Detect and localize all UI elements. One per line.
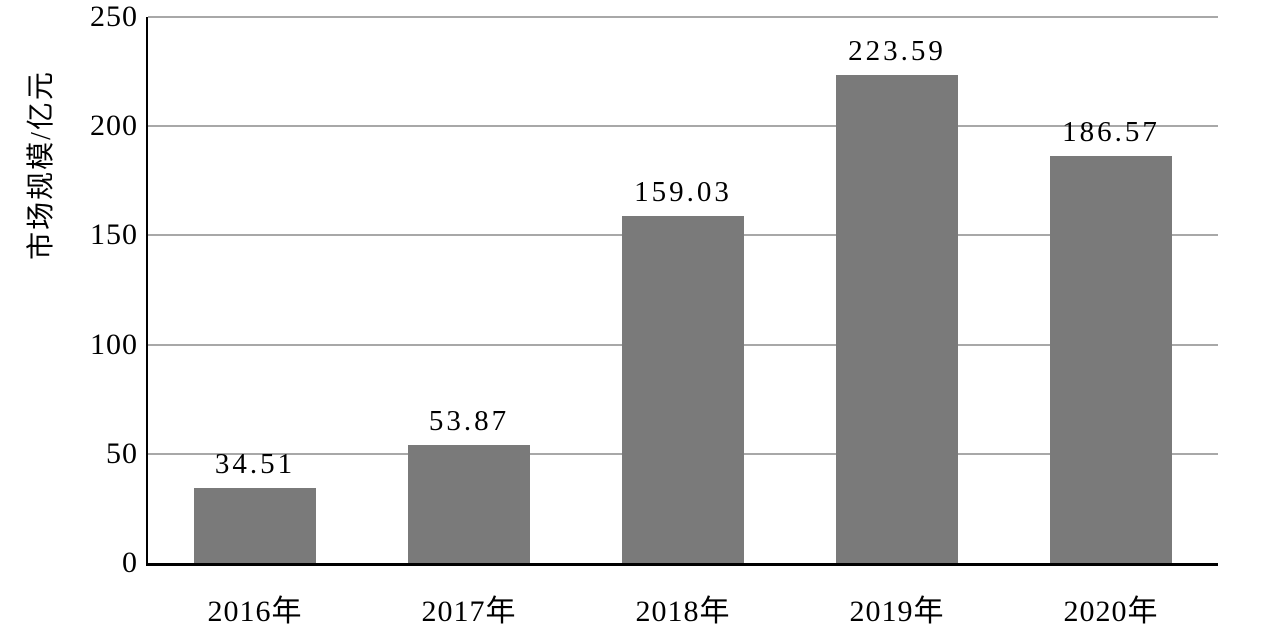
y-tick-label-100: 100: [90, 327, 138, 361]
bar-value-label-2017年: 53.87: [428, 405, 510, 438]
x-axis-label-2016年: 2016年: [207, 595, 303, 628]
y-tick-label-200: 200: [90, 109, 138, 143]
x-axis-label-2019年: 2019年: [849, 595, 945, 628]
bar-2019年: [836, 74, 958, 563]
bar-value-label-2016年: 34.51: [214, 447, 296, 480]
bar-2018年: [622, 215, 744, 563]
gridline-200: [148, 125, 1218, 128]
y-tick-label-250: 250: [90, 0, 138, 33]
y-axis-title: 市场规模/亿元: [26, 70, 57, 260]
x-axis-label-2017年: 2017年: [421, 595, 517, 628]
x-axis-label-2018年: 2018年: [635, 595, 731, 628]
bar-2016年: [194, 487, 316, 563]
plot-area: 34.51 53.87 159.03 223.59 186.57: [146, 16, 1218, 566]
gridline-250: [148, 16, 1218, 18]
bar-value-label-2020年: 186.57: [1062, 115, 1160, 148]
y-tick-label-50: 50: [106, 436, 138, 470]
y-tick-label-0: 0: [122, 546, 138, 579]
bar-value-label-2019年: 223.59: [848, 34, 946, 67]
y-tick-label-150: 150: [90, 218, 138, 252]
bar-2017年: [408, 445, 530, 563]
x-axis-label-2020年: 2020年: [1063, 595, 1159, 628]
bar-2020年: [1050, 155, 1172, 563]
bar-value-label-2018年: 159.03: [634, 175, 732, 208]
